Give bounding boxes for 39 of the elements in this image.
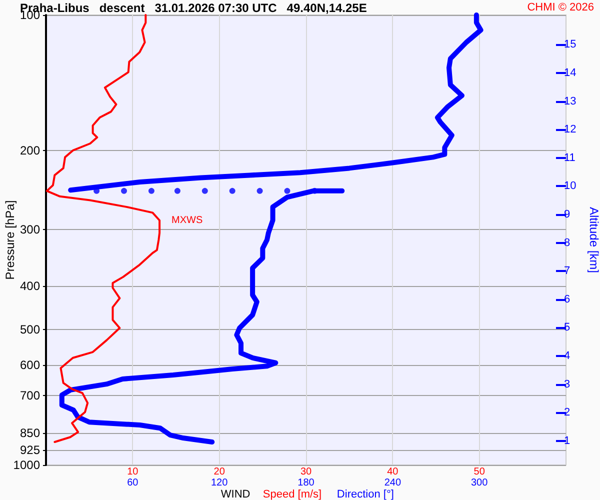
x2-tick-label: 300	[470, 478, 488, 488]
y-axis-title: Pressure [hPa]	[3, 200, 17, 280]
y2-tick-label: 3	[564, 378, 570, 390]
y2-tick-label: 11	[564, 152, 576, 164]
x-axis-title: WIND	[220, 488, 250, 500]
y-tick-label: 300	[20, 222, 40, 237]
y2-tick-label: 15	[564, 38, 576, 51]
x2-tick-label: 240	[384, 478, 402, 488]
y-tick-label: 200	[20, 143, 40, 158]
y2-tick-label: 10	[564, 180, 576, 192]
y2-tick-label: 2	[564, 406, 570, 419]
y-tick-label: 925	[20, 442, 40, 457]
y-tick-label: 1000	[13, 458, 40, 472]
y2-tick-label: 5	[564, 322, 570, 334]
y2-tick-label: 12	[564, 124, 576, 136]
y-tick-label: 700	[20, 388, 40, 402]
text: Direction [°]	[336, 488, 394, 500]
x-tick-label: 20	[214, 466, 226, 478]
annotation: MXWS	[172, 214, 203, 226]
y2-tick-label: 13	[564, 95, 576, 108]
y2-tick-label: 14	[564, 67, 576, 80]
y2-tick-label: 9	[564, 208, 570, 221]
x-tick-label: 10	[127, 466, 139, 478]
x-tick-label: 40	[387, 466, 399, 478]
y-tick-label: 850	[20, 426, 40, 440]
text: Speed [m/s]	[262, 488, 322, 500]
text: CHMI © 2026	[527, 2, 594, 14]
x2-tick-label: 60	[127, 478, 139, 488]
y2-axis-title: Altitude [km]	[587, 206, 600, 274]
x-tick-label: 50	[474, 466, 486, 478]
x2-tick-label: 180	[298, 478, 315, 488]
y-tick-label: 600	[20, 358, 40, 372]
line-series	[46, 14, 161, 444]
x2-tick-label: 120	[210, 478, 228, 488]
y2-tick-label: 7	[564, 265, 570, 278]
y-tick-label: 400	[20, 278, 40, 293]
x-tick-label: 30	[300, 466, 312, 478]
y2-tick-label: 1	[564, 434, 570, 447]
y-tick-label: 500	[20, 322, 40, 337]
